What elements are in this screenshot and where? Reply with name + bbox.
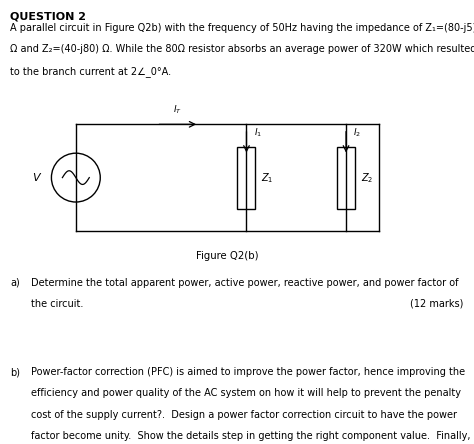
Bar xyxy=(337,147,355,209)
Text: Determine the total apparent power, active power, reactive power, and power fact: Determine the total apparent power, acti… xyxy=(31,278,458,288)
Text: A parallel circuit in Figure Q2b) with the frequency of 50Hz having the impedanc: A parallel circuit in Figure Q2b) with t… xyxy=(10,23,474,33)
Text: cost of the supply current?.  Design a power factor correction circuit to have t: cost of the supply current?. Design a po… xyxy=(31,410,457,420)
Text: $I_1$: $I_1$ xyxy=(254,127,262,139)
Text: Figure Q2(b): Figure Q2(b) xyxy=(196,251,259,261)
Text: (12 marks): (12 marks) xyxy=(410,299,464,309)
Text: efficiency and power quality of the AC system on how it will help to prevent the: efficiency and power quality of the AC s… xyxy=(31,388,461,398)
Text: Power-factor correction (PFC) is aimed to improve the power factor, hence improv: Power-factor correction (PFC) is aimed t… xyxy=(31,367,465,377)
Text: $I_2$: $I_2$ xyxy=(353,127,361,139)
Bar xyxy=(237,147,255,209)
Text: $Z_1$: $Z_1$ xyxy=(261,170,273,185)
Text: to the branch current at 2∠_0°A.: to the branch current at 2∠_0°A. xyxy=(10,66,172,77)
Text: factor become unity.  Show the details step in getting the right component value: factor become unity. Show the details st… xyxy=(31,431,470,441)
Text: $Z_2$: $Z_2$ xyxy=(361,170,373,185)
Text: b): b) xyxy=(10,367,20,377)
Text: $I_T$: $I_T$ xyxy=(173,104,182,116)
Text: Ω and Z₂=(40-j80) Ω. While the 80Ω resistor absorbs an average power of 320W whi: Ω and Z₂=(40-j80) Ω. While the 80Ω resis… xyxy=(10,44,474,55)
Text: the circuit.: the circuit. xyxy=(31,299,83,309)
Text: QUESTION 2: QUESTION 2 xyxy=(10,11,86,21)
Text: V: V xyxy=(32,173,39,182)
Text: a): a) xyxy=(10,278,20,288)
